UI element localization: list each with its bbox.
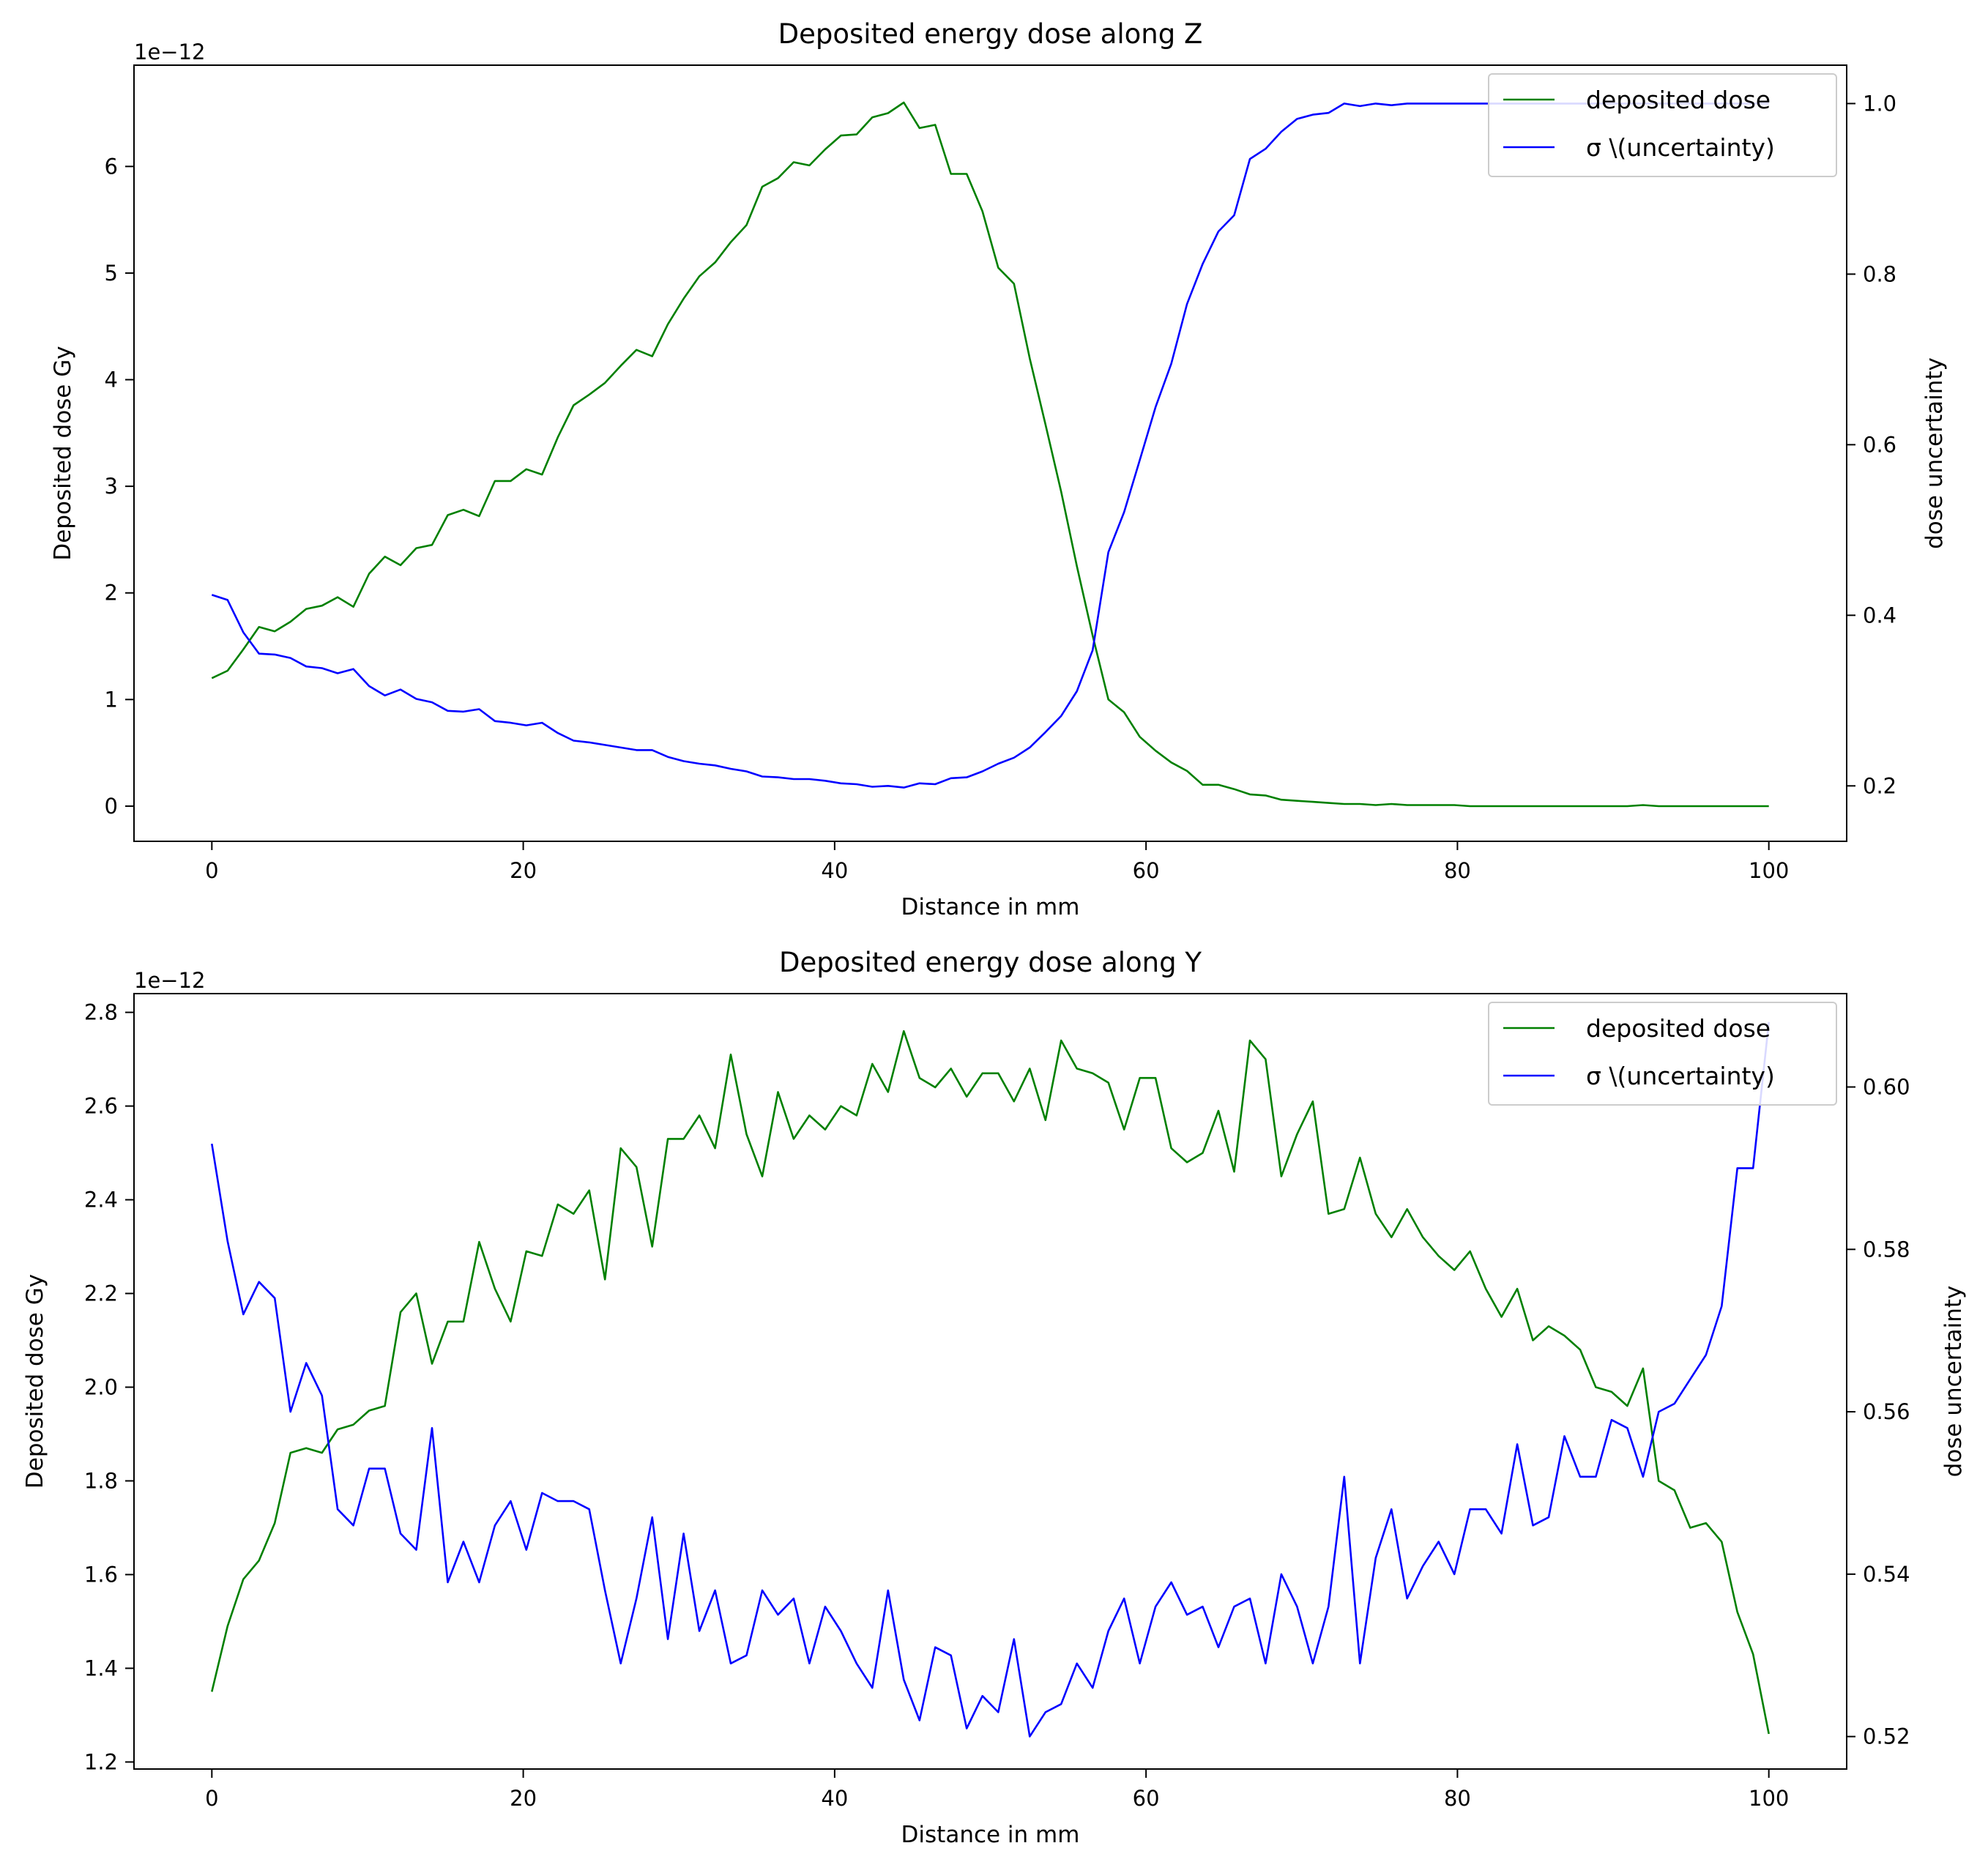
y-tick-label: 0	[105, 794, 118, 819]
y-tick-label: 5	[105, 261, 118, 286]
y-axis-label: Deposited dose Gy	[22, 1274, 48, 1489]
y2-tick-label: 0.6	[1863, 432, 1896, 457]
x-tick-label: 0	[205, 1786, 218, 1811]
y2-tick-label: 0.52	[1863, 1724, 1910, 1749]
y-tick-label: 4	[105, 368, 118, 392]
y-offset-label: 1e−12	[134, 40, 206, 64]
y-axis-label: Deposited dose Gy	[50, 346, 76, 560]
y-tick-label: 1.2	[84, 1749, 118, 1774]
y-tick-label: 2.6	[84, 1094, 118, 1119]
y-tick-label: 1.6	[84, 1562, 118, 1587]
y-tick-label: 3	[105, 474, 118, 499]
y-tick-label: 1	[105, 687, 118, 712]
x-tick-label: 20	[510, 858, 537, 883]
series-line-deposited-dose	[211, 1029, 1770, 1735]
x-axis-label: Distance in mm	[901, 1822, 1080, 1848]
legend-box	[1488, 73, 1837, 177]
plot-frame	[133, 993, 1847, 1770]
chart-title: Deposited energy dose along Y	[779, 947, 1202, 978]
y2-axis-label: dose uncertainty	[1921, 357, 1948, 549]
legend-label: σ \(uncertainty)	[1586, 1062, 1775, 1090]
chart-panel-2: Deposited energy dose along Y 0 20 40 60 80 10…	[22, 947, 1967, 1848]
series-line-deposited-dose	[211, 101, 1769, 808]
chart-panel-1: Deposited energy dose along Z0 20 40 60 80 10…	[50, 18, 1948, 920]
y-tick-label: 2.0	[84, 1374, 118, 1399]
x-tick-label: 60	[1133, 1786, 1160, 1811]
y-offset-label: 1e−12	[134, 968, 206, 993]
y2-tick-label: 0.2	[1863, 773, 1896, 798]
y-tick-label: 2.4	[84, 1188, 118, 1213]
plot-frame	[133, 64, 1847, 842]
x-tick-label: 80	[1444, 1786, 1471, 1811]
series-line-uncertainty	[211, 1021, 1770, 1738]
y2-tick-label: 0.8	[1863, 261, 1896, 286]
y2-tick-label: 0.4	[1863, 603, 1896, 628]
series-line-uncertainty	[211, 103, 1769, 789]
x-tick-label: 60	[1133, 858, 1160, 883]
y-tick-label: 1.4	[84, 1656, 118, 1680]
legend-label: deposited dose	[1586, 86, 1771, 114]
legend-box	[1488, 1002, 1837, 1106]
y-tick-label: 1.8	[84, 1468, 118, 1493]
y-tick-label: 2.2	[84, 1281, 118, 1306]
y-tick-label: 2.8	[84, 1000, 118, 1025]
legend-label: σ \(uncertainty)	[1586, 133, 1775, 162]
x-tick-label: 0	[205, 858, 218, 883]
x-tick-label: 80	[1444, 858, 1471, 883]
y2-tick-label: 0.56	[1863, 1399, 1910, 1424]
y2-tick-label: 0.60	[1863, 1075, 1910, 1100]
y-tick-label: 6	[105, 154, 118, 179]
x-tick-label: 40	[821, 1786, 848, 1811]
legend: deposited dose σ \(uncertainty)	[1488, 1002, 1837, 1106]
legend-label: deposited dose	[1586, 1014, 1771, 1043]
legend: deposited dose σ \(uncertainty)	[1488, 73, 1837, 177]
chart-title: Deposited energy dose along Z	[778, 18, 1203, 50]
x-tick-label: 100	[1749, 858, 1789, 883]
x-tick-label: 40	[821, 858, 848, 883]
x-tick-label: 100	[1749, 1786, 1789, 1811]
y-tick-label: 2	[105, 581, 118, 606]
x-tick-label: 20	[510, 1786, 537, 1811]
x-axis-label: Distance in mm	[901, 894, 1080, 920]
y2-tick-label: 0.54	[1863, 1562, 1910, 1587]
y2-tick-label: 1.0	[1863, 91, 1896, 116]
y2-tick-label: 0.58	[1863, 1237, 1910, 1262]
y2-axis-label: dose uncertainty	[1940, 1286, 1967, 1478]
